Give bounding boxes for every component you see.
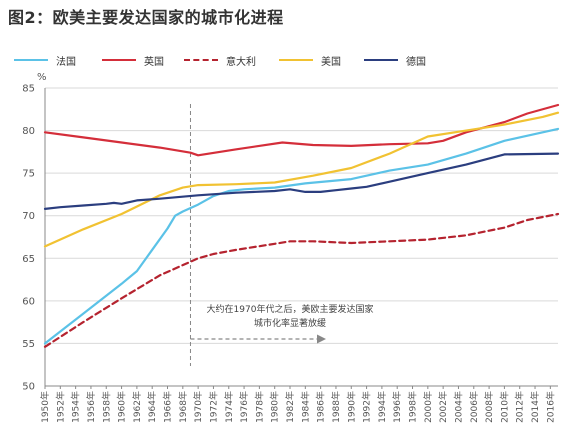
legend-label-france: 法国 (56, 56, 76, 68)
legend-label-usa: 美国 (321, 56, 341, 68)
x-tick-label: 1950年 (39, 391, 51, 423)
x-tick-label: 1994年 (376, 391, 388, 423)
x-tick-label: 1960年 (116, 391, 128, 423)
x-tick-label: 2008年 (483, 391, 495, 423)
x-tick-label: 1984年 (299, 391, 311, 423)
x-tick-label: 1980年 (269, 391, 281, 423)
x-tick-label: 1970年 (192, 391, 204, 423)
legend-swatch-germany (364, 59, 398, 61)
x-tick-label: 2014年 (529, 391, 541, 423)
y-tick-label: 60 (22, 296, 35, 307)
y-tick-label: 80 (22, 126, 35, 137)
y-tick-label: 75 (22, 169, 35, 180)
x-tick-label: 1986年 (315, 391, 327, 423)
x-tick-label: 1962年 (131, 391, 143, 423)
x-tick-label: 1978年 (253, 391, 265, 423)
legend-label-uk: 英国 (144, 56, 164, 68)
x-tick-label: 1952年 (54, 391, 66, 423)
legend-item-france: 法国 (14, 52, 76, 68)
series-line-italy (43, 212, 560, 348)
annotation-text-line-1: 大约在1970年代之后，美欧主要发达国家 (207, 303, 374, 315)
y-tick-label: 50 (22, 382, 35, 393)
x-tick-label: 1972年 (207, 391, 219, 423)
annotation-text-line-2: 城市化率显著放缓 (254, 317, 326, 329)
series-line-usa (43, 111, 560, 248)
y-tick-label: 70 (22, 211, 35, 222)
x-tick-label: 1956年 (85, 391, 97, 423)
x-tick-label: 1968年 (177, 391, 189, 423)
x-tick-label: 2000年 (422, 391, 434, 423)
legend-item-uk: 英国 (102, 52, 164, 68)
legend-label-italy: 意大利 (226, 56, 256, 68)
chart-legend: 法国 英国 意大利 美国 德国 (14, 52, 572, 68)
x-tick-label: 1992年 (361, 391, 373, 423)
y-tick-label: 85 (22, 84, 35, 95)
x-tick-label: 2002年 (437, 391, 449, 423)
legend-swatch-usa (279, 59, 313, 61)
x-tick-label: 1982年 (284, 391, 296, 423)
annotation-arrow-head (317, 334, 326, 344)
x-tick-label: 1998年 (407, 391, 419, 423)
legend-item-italy: 意大利 (184, 52, 256, 68)
chart-title: 图2：欧美主要发达国家的城市化进程 (8, 8, 284, 27)
y-tick-label: 55 (22, 339, 35, 350)
legend-swatch-france (14, 59, 48, 61)
x-tick-label: 1990年 (345, 391, 357, 423)
legend-item-usa: 美国 (279, 52, 341, 68)
x-tick-label: 1966年 (162, 391, 174, 423)
x-tick-label: 2012年 (514, 391, 526, 423)
x-tick-label: 1958年 (100, 391, 112, 423)
x-tick-label: 1988年 (330, 391, 342, 423)
legend-label-germany: 德国 (406, 56, 426, 68)
x-tick-label: 1974年 (223, 391, 235, 423)
x-tick-label: 2006年 (468, 391, 480, 423)
y-axis-unit-label: % (37, 72, 47, 83)
legend-swatch-italy (184, 59, 218, 61)
series-line-germany (43, 152, 560, 210)
x-tick-label: 2004年 (452, 391, 464, 423)
x-tick-label: 1976年 (238, 391, 250, 423)
x-tick-label: 2010年 (498, 391, 510, 423)
x-tick-label: 1954年 (70, 391, 82, 423)
y-tick-label: 65 (22, 254, 35, 265)
legend-item-germany: 德国 (364, 52, 426, 68)
x-tick-label: 1996年 (391, 391, 403, 423)
legend-swatch-uk (102, 59, 136, 61)
x-tick-label: 1964年 (146, 391, 158, 423)
x-tick-label: 2016年 (544, 391, 556, 423)
